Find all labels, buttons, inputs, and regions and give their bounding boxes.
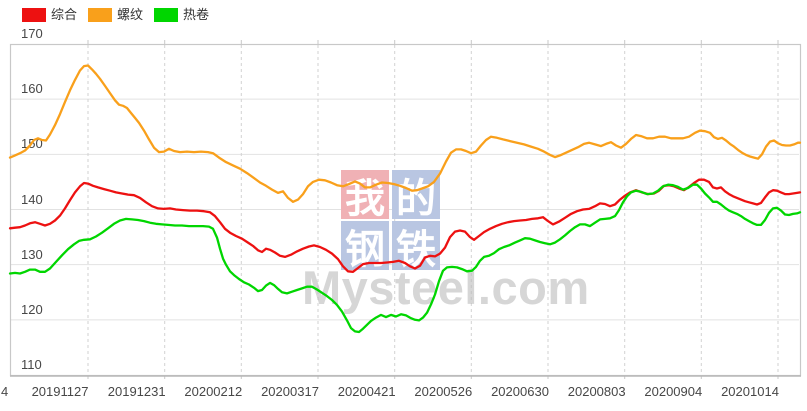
watermark-char: 的 [396, 174, 436, 222]
rebar-swatch-icon [88, 8, 113, 22]
x-axis-label-clipped: 4 [1, 384, 9, 399]
watermark-square-gang: 钢 [341, 221, 389, 273]
legend-item-rebar[interactable]: 螺纹 [88, 8, 143, 22]
series-line-螺纹 [8, 64, 802, 203]
legend-item-label: 热卷 [183, 7, 210, 22]
composite-swatch-icon [22, 8, 46, 22]
x-axis-label: 20200212 [184, 384, 243, 399]
series-line-综合 [8, 178, 802, 273]
y-axis-label: 130 [21, 246, 43, 262]
legend: 综合 螺纹 热卷 [22, 8, 220, 22]
watermark-char: 铁 [396, 225, 436, 273]
x-axis-label: 20191127 [31, 384, 89, 399]
x-axis-label: 20200803 [567, 384, 626, 399]
watermark-square-de: 的 [392, 170, 440, 222]
x-axis-label: 20200526 [414, 384, 473, 399]
x-axis-label: 20200904 [644, 384, 703, 399]
y-axis-label: 160 [21, 81, 43, 97]
y-axis-label: 120 [21, 301, 43, 317]
x-axis-label: 20200421 [337, 384, 396, 399]
series-line-热卷 [8, 183, 802, 334]
hotcoil-swatch-icon [154, 8, 179, 22]
legend-item-label: 螺纹 [117, 7, 144, 22]
legend-item-hotcoil[interactable]: 热卷 [154, 8, 209, 22]
y-axis-label: 110 [21, 357, 42, 372]
x-axis-label: 20200630 [491, 384, 549, 399]
x-axis-label: 20201014 [721, 384, 779, 399]
watermark-square-tie: 铁 [392, 221, 440, 273]
legend-item-label: 综合 [51, 7, 78, 22]
x-axis-label: 20200317 [261, 384, 319, 399]
y-axis-label: 170 [21, 26, 43, 41]
y-axis-label: 140 [21, 191, 43, 207]
x-axis-label: 20191231 [107, 384, 166, 399]
legend-item-composite[interactable]: 综合 [22, 8, 77, 22]
